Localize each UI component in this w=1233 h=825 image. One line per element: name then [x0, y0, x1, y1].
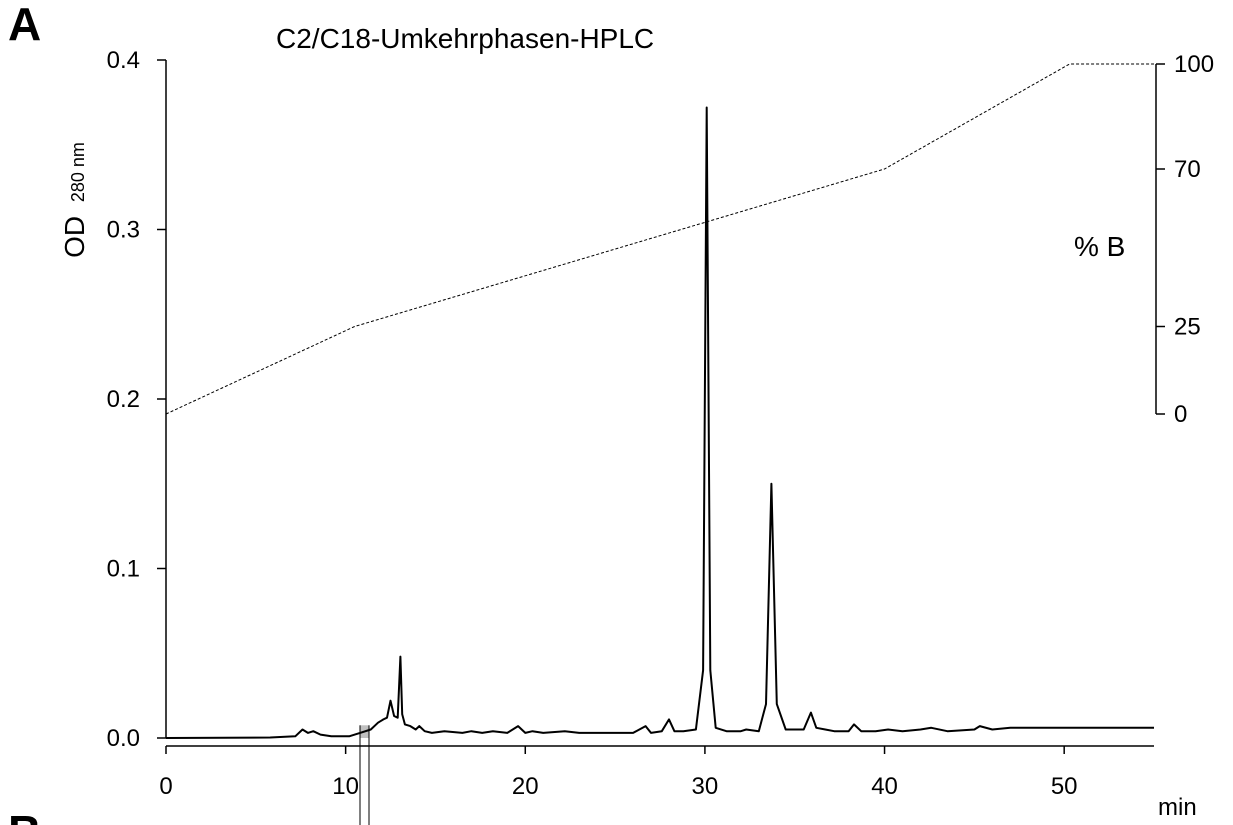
x-tick-label: 50 [1051, 773, 1078, 800]
y-axis-title: OD 280 nm [59, 142, 90, 258]
axes: 0.0 0.1 0.2 0.3 0.4 0 10 20 30 40 50 0 25 70 100 [107, 47, 1214, 800]
y2-axis-label: % B [1074, 231, 1125, 262]
chart-title: C2/C18-Umkehrphasen-HPLC [276, 23, 654, 54]
y-tick-label: 0.0 [107, 725, 140, 752]
y2-tick-label: 25 [1174, 314, 1201, 341]
y2-tick-label: 70 [1174, 156, 1201, 183]
y-tick-label: 0.4 [107, 47, 140, 74]
y2-tick-label: 0 [1174, 401, 1187, 428]
od-280nm-trace [165, 106, 1154, 739]
y-tick-label: 0.3 [107, 217, 140, 244]
y-axis-label-sub: 280 nm [68, 142, 88, 202]
series [165, 63, 1154, 739]
x-axis-label: min [1158, 794, 1197, 821]
x-tick-label: 30 [692, 773, 719, 800]
y2-tick-label: 100 [1174, 51, 1214, 78]
x-tick-label: 10 [332, 773, 359, 800]
y-tick-label: 0.1 [107, 556, 140, 583]
svg-text:OD 280 nm: OD 280 nm [59, 142, 90, 258]
y-tick-label: 0.2 [107, 386, 140, 413]
x-tick-label: 0 [159, 773, 172, 800]
panel-label-a: A [8, 0, 41, 50]
y-axis-label: OD [59, 216, 90, 258]
x-tick-label: 40 [871, 773, 898, 800]
x-tick-label: 20 [512, 773, 539, 800]
panel-label-b-partial: B [8, 806, 41, 825]
gradient-percent-b-line [165, 63, 1154, 415]
